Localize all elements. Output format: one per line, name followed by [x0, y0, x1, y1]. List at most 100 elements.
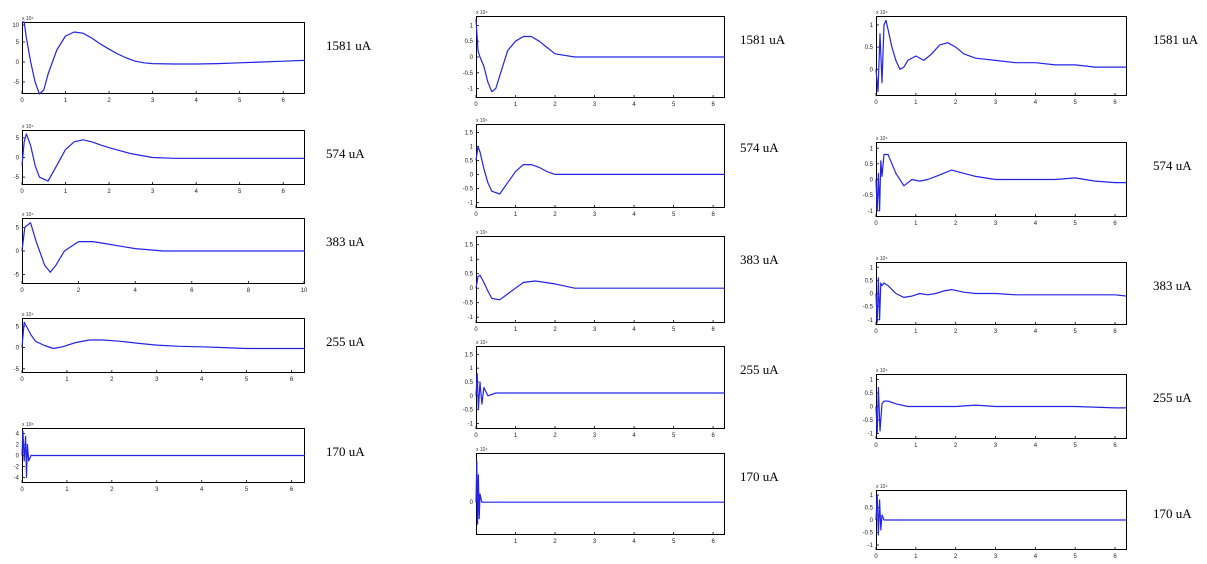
x-tick-label: 2 — [553, 433, 557, 439]
y-tick-label: -0.5 — [863, 418, 874, 424]
y-tick-label: -5 — [14, 273, 20, 279]
x-tick-label: 2 — [954, 221, 958, 227]
x-tick-label: 2 — [553, 102, 557, 108]
x-tick-label: 2 — [553, 327, 557, 333]
x-tick-label: 3 — [155, 377, 159, 383]
x-tick-label: 6 — [711, 327, 715, 333]
y-tick-label: -1 — [468, 200, 474, 206]
x-tick-label: 4 — [200, 487, 204, 493]
x-tick-label: 5 — [1074, 329, 1078, 335]
plot-panel: 0 2 4 6 8 10 5 0 -5 x 10⁴ — [14, 212, 308, 294]
y-tick-label: -5 — [14, 367, 20, 373]
y-tick-label: 4 — [16, 432, 20, 438]
x-tick-label: 1 — [914, 100, 918, 106]
plot-panel: 0 1 2 3 4 5 6 1 0.5 0 -0.5 -1 x 10⁴ — [863, 256, 1128, 335]
y-tick-label: 0 — [16, 346, 20, 352]
current-label: 574 uA — [326, 146, 365, 161]
signal-trace — [475, 373, 725, 411]
y-tick-label: 0 — [16, 249, 20, 255]
axis-scale-factor: x 10⁴ — [22, 312, 34, 318]
plot-panel: 0 1 2 3 4 5 6 1.5 1 0.5 0 -0.5 -1 x 10⁴ — [463, 230, 725, 333]
x-tick-label: 4 — [1034, 443, 1038, 449]
x-tick-label: 0 — [474, 433, 478, 439]
x-tick-label: 3 — [151, 98, 155, 104]
y-tick-label: 5 — [16, 136, 20, 142]
y-tick-label: 1 — [470, 257, 474, 263]
plot-frame — [476, 453, 725, 535]
plot-svg: 0 1 2 3 4 5 6 5 0 -5 x 10⁴ — [14, 124, 305, 195]
x-tick-label: 6 — [711, 212, 715, 218]
y-tick-label: 1 — [470, 144, 474, 150]
plot-frame — [22, 22, 305, 94]
y-tick-label: -1 — [868, 318, 874, 324]
plot-panel: 0 1 2 3 4 5 6 1 0.5 0 -0.5 -1 x 10⁴ — [863, 368, 1127, 449]
x-tick-label: 5 — [672, 102, 676, 108]
y-tick-label: -1 — [868, 209, 874, 215]
current-label: 1581 uA — [740, 32, 786, 47]
plot-panel: 0 1 2 3 4 5 6 5 0 -5 x 10⁴ — [14, 124, 305, 195]
current-label: 170 uA — [740, 469, 779, 484]
signal-trace — [875, 153, 1127, 212]
plot-svg: 0 1 2 3 4 5 6 1.5 1 0.5 0 -0.5 -1 x 10⁴ — [463, 230, 725, 333]
plot-svg: 0 1 2 3 4 5 6 1.5 1 0.5 0 -0.5 -1 x 10⁴ — [463, 340, 725, 439]
axis-scale-factor: x 10⁴ — [876, 484, 888, 490]
plot-panel: 0 1 2 3 4 5 6 1 0.5 0 -0.5 -1 x 10⁴ — [863, 484, 1127, 560]
current-label: 383 uA — [740, 252, 779, 267]
x-tick-label: 6 — [711, 433, 715, 439]
x-tick-label: 4 — [1034, 221, 1038, 227]
x-tick-label: 6 — [1113, 100, 1117, 106]
y-tick-label: 0.5 — [865, 278, 874, 284]
plot-panel: 0 1 2 3 4 5 6 1 0.5 0 x 10⁴ — [865, 10, 1127, 106]
x-tick-label: 0 — [874, 221, 878, 227]
y-tick-label: 0 — [870, 292, 874, 298]
axis-scale-factor: x 10⁶ — [22, 422, 34, 428]
y-tick-label: -1 — [468, 315, 474, 321]
y-tick-label: 0 — [470, 500, 474, 506]
y-tick-label: -0.5 — [863, 531, 874, 537]
signal-trace — [875, 386, 1127, 435]
x-tick-label: 2 — [553, 539, 557, 545]
signal-trace — [875, 494, 1127, 536]
axis-scale-factor: x 10⁴ — [476, 10, 488, 16]
x-tick-label: 0 — [474, 102, 478, 108]
x-tick-label: 3 — [593, 327, 597, 333]
axis-scale-factor: x 10⁴ — [876, 368, 888, 374]
y-tick-label: -1 — [868, 432, 874, 438]
current-label: 255 uA — [1153, 390, 1192, 405]
signal-trace — [475, 19, 725, 93]
x-tick-label: 3 — [994, 221, 998, 227]
axis-scale-factor: x 10⁴ — [22, 212, 34, 218]
x-tick-label: 3 — [593, 433, 597, 439]
x-tick-label: 5 — [1074, 100, 1078, 106]
x-tick-label: 1 — [514, 102, 518, 108]
plot-svg: 0 1 2 3 4 5 6 1.5 1 0.5 0 -0.5 -1 x 10⁴ — [463, 118, 725, 218]
x-tick-label: 4 — [632, 327, 636, 333]
x-tick-label: 5 — [1074, 221, 1078, 227]
y-tick-label: 0.5 — [865, 45, 874, 51]
y-tick-label: 1.5 — [465, 130, 474, 136]
y-tick-label: 1 — [870, 493, 874, 499]
x-tick-label: 4 — [632, 433, 636, 439]
y-tick-label: -1 — [468, 421, 474, 427]
x-tick-label: 0 — [874, 443, 878, 449]
y-tick-label: 0 — [470, 286, 474, 292]
x-tick-label: 1 — [514, 327, 518, 333]
plot-svg: 0 1 2 3 4 5 6 1 0.5 0 -0.5 -1 x 10⁴ — [463, 10, 725, 108]
x-tick-label: 3 — [151, 189, 155, 195]
axis-scale-factor: x 10⁵ — [22, 16, 34, 22]
plot-svg: 0 2 4 6 8 10 5 0 -5 x 10⁴ — [14, 212, 308, 294]
x-tick-label: 1 — [65, 377, 69, 383]
x-tick-label: 2 — [954, 443, 958, 449]
x-tick-label: 1 — [64, 98, 68, 104]
axis-scale-factor: x 10⁴ — [876, 256, 888, 262]
x-tick-label: 0 — [474, 212, 478, 218]
x-tick-label: 0 — [20, 288, 24, 294]
plot-frame — [476, 124, 725, 208]
y-tick-label: 0 — [470, 172, 474, 178]
x-tick-label: 0 — [20, 98, 24, 104]
signal-trace — [21, 222, 305, 273]
y-tick-label: 5 — [16, 324, 20, 330]
x-tick-label: 2 — [110, 487, 114, 493]
x-tick-label: 4 — [1034, 554, 1038, 560]
x-tick-label: 6 — [1113, 329, 1117, 335]
